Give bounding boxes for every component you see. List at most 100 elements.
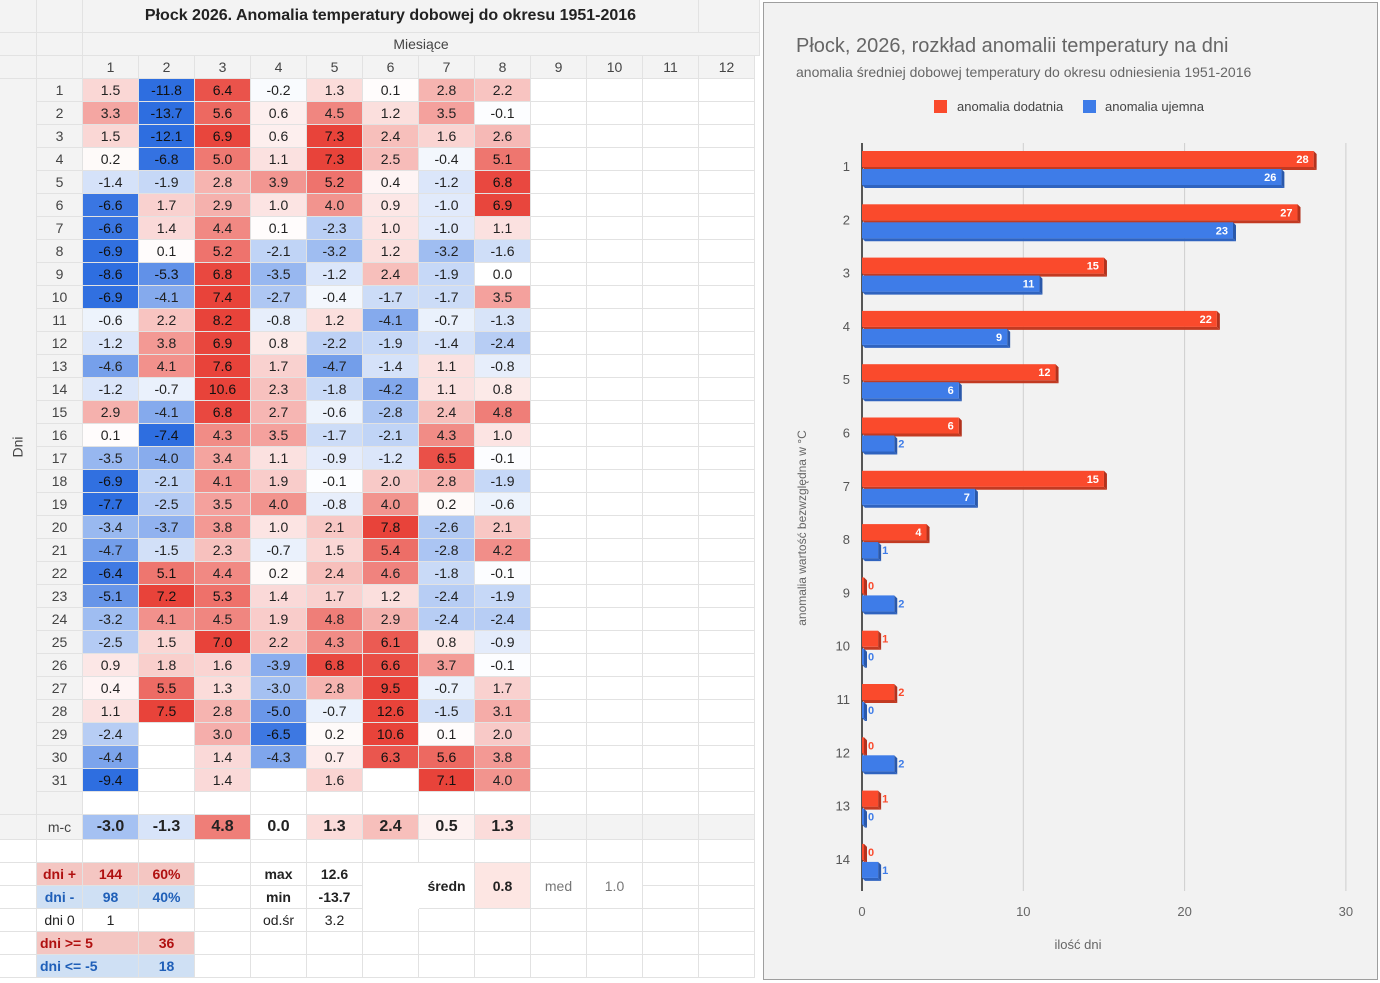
empty-cell[interactable] <box>699 562 755 585</box>
empty-cell[interactable] <box>643 955 699 978</box>
data-cell[interactable]: -2.6 <box>419 516 475 539</box>
header-cell[interactable] <box>37 56 83 79</box>
data-cell[interactable]: 0.7 <box>307 746 363 769</box>
empty-cell[interactable] <box>363 909 419 932</box>
data-cell[interactable]: 0.4 <box>363 171 419 194</box>
month-header[interactable]: 11 <box>643 56 699 79</box>
data-cell[interactable]: 2.5 <box>363 148 419 171</box>
empty-cell[interactable] <box>531 447 587 470</box>
data-cell[interactable]: -3.2 <box>307 240 363 263</box>
empty-cell[interactable] <box>531 631 587 654</box>
empty-cell[interactable] <box>419 792 475 815</box>
data-cell[interactable]: -2.4 <box>83 723 139 746</box>
day-header[interactable]: 23 <box>37 585 83 608</box>
empty-cell[interactable] <box>531 769 587 792</box>
data-cell[interactable]: -1.4 <box>83 171 139 194</box>
month-header[interactable]: 3 <box>195 56 251 79</box>
data-cell[interactable]: 4.0 <box>475 769 531 792</box>
data-cell[interactable]: -4.3 <box>251 746 307 769</box>
stat-sredn-label[interactable]: średn <box>419 863 475 909</box>
empty-cell[interactable] <box>419 955 475 978</box>
data-cell[interactable]: -2.4 <box>419 608 475 631</box>
data-cell[interactable]: 2.9 <box>363 608 419 631</box>
empty-cell[interactable] <box>699 654 755 677</box>
data-cell[interactable]: 1.1 <box>251 148 307 171</box>
empty-cell[interactable] <box>139 840 195 863</box>
data-cell[interactable]: 0.2 <box>307 723 363 746</box>
data-cell[interactable]: -4.1 <box>139 401 195 424</box>
day-header[interactable]: 10 <box>37 286 83 309</box>
data-cell[interactable]: 7.0 <box>195 631 251 654</box>
data-cell[interactable]: -3.5 <box>83 447 139 470</box>
empty-cell[interactable] <box>643 840 699 863</box>
empty-cell[interactable] <box>587 493 643 516</box>
data-cell[interactable]: 7.2 <box>139 585 195 608</box>
empty-cell[interactable] <box>531 723 587 746</box>
empty-cell[interactable] <box>643 608 699 631</box>
data-cell[interactable]: -0.7 <box>419 309 475 332</box>
month-header[interactable]: 7 <box>419 56 475 79</box>
day-header[interactable]: 12 <box>37 332 83 355</box>
empty-cell[interactable] <box>531 378 587 401</box>
empty-cell[interactable] <box>195 863 251 886</box>
data-cell[interactable]: -1.0 <box>419 217 475 240</box>
empty-cell[interactable] <box>643 125 699 148</box>
month-header[interactable]: 6 <box>363 56 419 79</box>
empty-cell[interactable] <box>307 792 363 815</box>
data-cell[interactable]: 3.7 <box>419 654 475 677</box>
data-cell[interactable]: -3.5 <box>251 263 307 286</box>
data-cell[interactable]: 5.2 <box>195 240 251 263</box>
data-cell[interactable]: -2.5 <box>139 493 195 516</box>
data-cell[interactable]: -2.1 <box>363 424 419 447</box>
data-cell[interactable]: 3.3 <box>83 102 139 125</box>
data-cell[interactable]: -1.2 <box>307 263 363 286</box>
empty-cell[interactable] <box>587 815 643 840</box>
data-cell[interactable]: -6.9 <box>83 240 139 263</box>
monthly-mean[interactable]: 4.8 <box>195 815 251 840</box>
empty-cell[interactable] <box>699 631 755 654</box>
empty-cell[interactable] <box>587 102 643 125</box>
data-cell[interactable]: -4.1 <box>363 309 419 332</box>
data-cell[interactable]: 1.3 <box>307 79 363 102</box>
data-cell[interactable]: 2.8 <box>419 79 475 102</box>
day-header[interactable]: 26 <box>37 654 83 677</box>
data-cell[interactable]: 2.4 <box>363 125 419 148</box>
data-cell[interactable] <box>139 723 195 746</box>
empty-cell[interactable] <box>475 909 531 932</box>
data-cell[interactable]: 2.1 <box>307 516 363 539</box>
data-cell[interactable]: -2.4 <box>419 585 475 608</box>
empty-cell[interactable] <box>587 447 643 470</box>
data-cell[interactable]: -7.7 <box>83 493 139 516</box>
data-cell[interactable]: 7.1 <box>419 769 475 792</box>
empty-cell[interactable] <box>699 863 755 886</box>
data-cell[interactable]: 7.5 <box>139 700 195 723</box>
data-cell[interactable]: 2.6 <box>475 125 531 148</box>
data-cell[interactable]: 12.6 <box>363 700 419 723</box>
header-cell[interactable] <box>699 0 760 33</box>
data-cell[interactable]: 6.8 <box>307 654 363 677</box>
day-header[interactable]: 20 <box>37 516 83 539</box>
empty-cell[interactable] <box>643 194 699 217</box>
empty-cell[interactable] <box>587 516 643 539</box>
data-cell[interactable]: 7.3 <box>307 125 363 148</box>
data-cell[interactable]: -1.2 <box>419 171 475 194</box>
data-cell[interactable]: 1.0 <box>363 217 419 240</box>
empty-cell[interactable] <box>531 516 587 539</box>
empty-cell[interactable] <box>699 493 755 516</box>
data-cell[interactable]: 0.2 <box>419 493 475 516</box>
empty-cell[interactable] <box>587 746 643 769</box>
empty-cell[interactable] <box>699 125 755 148</box>
data-cell[interactable]: 4.2 <box>475 539 531 562</box>
data-cell[interactable]: 2.1 <box>475 516 531 539</box>
empty-cell[interactable] <box>195 932 251 955</box>
empty-cell[interactable] <box>699 332 755 355</box>
empty-cell[interactable] <box>531 263 587 286</box>
empty-cell[interactable] <box>307 932 363 955</box>
empty-cell[interactable] <box>699 286 755 309</box>
data-cell[interactable]: 4.8 <box>307 608 363 631</box>
empty-cell[interactable] <box>643 148 699 171</box>
corner-cell[interactable] <box>0 0 37 33</box>
empty-cell[interactable] <box>475 955 531 978</box>
empty-cell[interactable] <box>643 677 699 700</box>
data-cell[interactable]: 1.5 <box>83 79 139 102</box>
